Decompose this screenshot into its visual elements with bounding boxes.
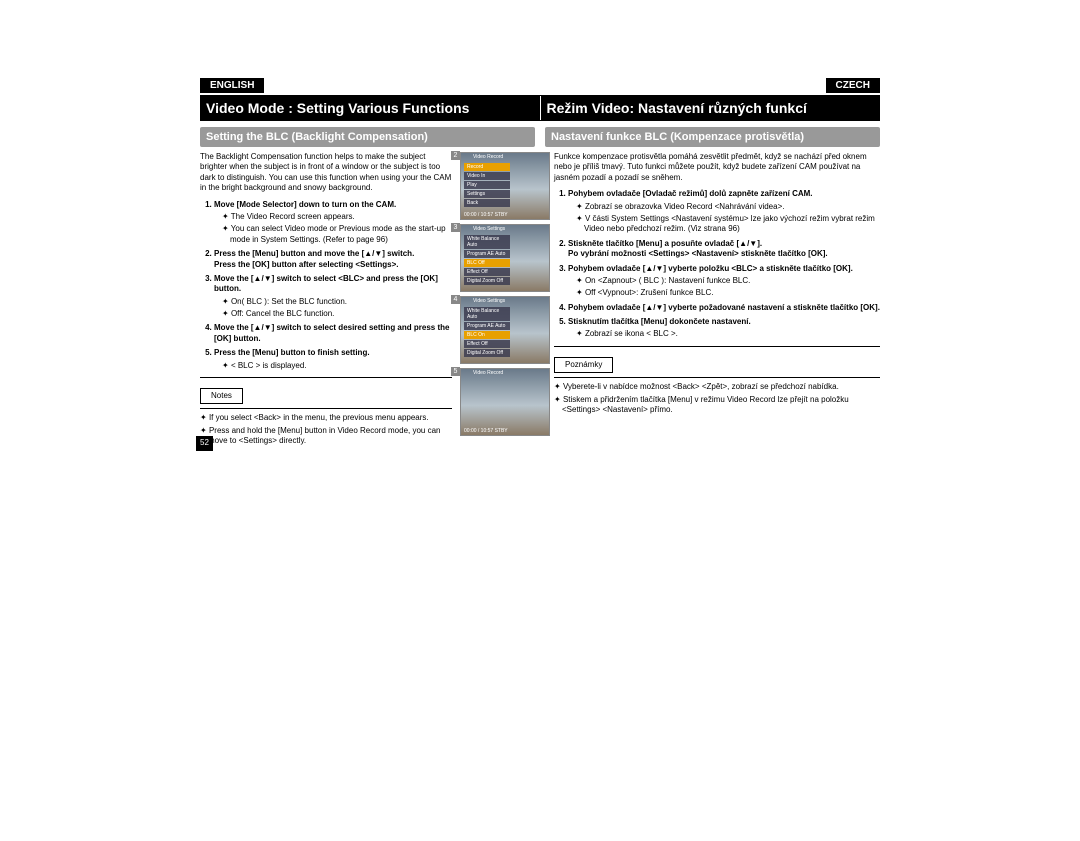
notes-cz-label: Poznámky <box>554 357 613 373</box>
step-1-cz: Pohybem ovladače [Ovladač režimů] dolů z… <box>568 189 880 235</box>
title-right: Režim Video: Nastavení různých funkcí <box>541 96 881 120</box>
note-en-1: If you select <Back> in the menu, the pr… <box>200 413 452 423</box>
english-column: The Backlight Compensation function help… <box>200 152 454 449</box>
intro-en: The Backlight Compensation function help… <box>200 152 452 194</box>
note-en-2: Press and hold the [Menu] button in Vide… <box>200 426 452 447</box>
intro-cz: Funkce kompenzace protisvětla pomáhá zes… <box>554 152 880 183</box>
subtitle-right: Nastavení funkce BLC (Kompenzace protisv… <box>545 127 880 147</box>
steps-en: Move [Mode Selector] down to turn on the… <box>200 200 452 371</box>
content-columns: The Backlight Compensation function help… <box>200 152 880 449</box>
page-number: 52 <box>196 436 213 450</box>
step-2: Press the [Menu] button and move the [▲/… <box>214 249 452 270</box>
step-4-cz: Pohybem ovladače [▲/▼] vyberte požadovan… <box>568 303 880 313</box>
title-left: Video Mode : Setting Various Functions <box>200 96 541 120</box>
manual-page: ENGLISH CZECH Video Mode : Setting Vario… <box>200 78 880 449</box>
screenshot-5: 5 Video Record 00:00 / 10:57 STBY <box>460 368 550 436</box>
language-header: ENGLISH CZECH <box>200 78 880 93</box>
steps-cz: Pohybem ovladače [Ovladač režimů] dolů z… <box>554 189 880 340</box>
czech-column: Funkce kompenzace protisvětla pomáhá zes… <box>554 152 880 449</box>
step-3-cz: Pohybem ovladače [▲/▼] vyberte položku <… <box>568 264 880 299</box>
title-row: Video Mode : Setting Various Functions R… <box>200 95 880 121</box>
screenshot-column: 2 Video Record Record Video In Play Sett… <box>460 152 548 449</box>
screenshot-3: 3 Video Settings White Balance Auto Prog… <box>460 224 550 292</box>
step-2-cz: Stiskněte tlačítko [Menu] a posuňte ovla… <box>568 239 880 260</box>
step-3: Move the [▲/▼] switch to select <BLC> an… <box>214 274 452 320</box>
step-5-cz: Stisknutím tlačítka [Menu] dokončete nas… <box>568 317 880 340</box>
note-cz-1: Vyberete-li v nabídce možnost <Back> <Zp… <box>554 382 880 392</box>
step-5: Press the [Menu] button to finish settin… <box>214 348 452 371</box>
subtitle-left: Setting the BLC (Backlight Compensation) <box>200 127 535 147</box>
note-cz-2: Stiskem a přidržením tlačítka [Menu] v r… <box>554 395 880 416</box>
step-4: Move the [▲/▼] switch to select desired … <box>214 323 452 344</box>
subtitle-row: Setting the BLC (Backlight Compensation)… <box>200 127 880 147</box>
lang-czech-label: CZECH <box>826 78 880 93</box>
screenshot-4: 4 Video Settings White Balance Auto Prog… <box>460 296 550 364</box>
notes-en-label: Notes <box>200 388 243 404</box>
lang-english-label: ENGLISH <box>200 78 264 93</box>
step-1: Move [Mode Selector] down to turn on the… <box>214 200 452 246</box>
screenshot-2: 2 Video Record Record Video In Play Sett… <box>460 152 550 220</box>
